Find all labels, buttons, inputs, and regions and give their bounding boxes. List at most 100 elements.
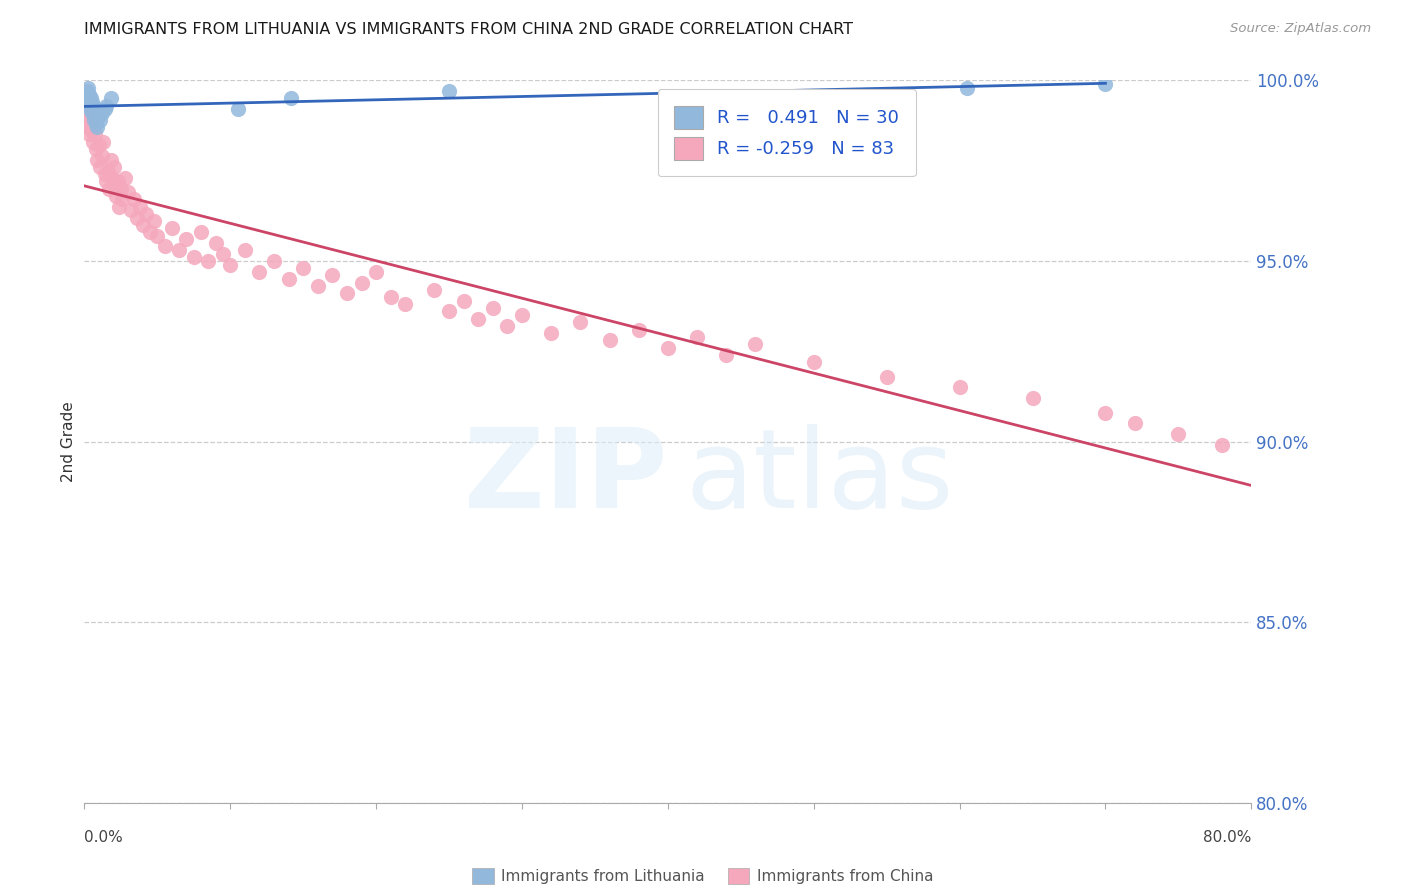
- Point: [135, 207, 157, 221]
- Point: [423, 283, 446, 297]
- Point: [94, 167, 117, 181]
- Point: [108, 200, 131, 214]
- Point: [336, 286, 359, 301]
- Point: [83, 128, 105, 142]
- Point: [249, 265, 271, 279]
- Point: [125, 211, 148, 225]
- Point: [83, 109, 105, 123]
- Legend: R =   0.491   N = 30, R = -0.259   N = 83: R = 0.491 N = 30, R = -0.259 N = 83: [658, 89, 915, 177]
- Y-axis label: 2nd Grade: 2nd Grade: [60, 401, 76, 482]
- Point: [76, 91, 98, 105]
- Point: [437, 304, 460, 318]
- Point: [75, 87, 97, 102]
- Point: [212, 246, 235, 260]
- Text: IMMIGRANTS FROM LITHUANIA VS IMMIGRANTS FROM CHINA 2ND GRADE CORRELATION CHART: IMMIGRANTS FROM LITHUANIA VS IMMIGRANTS …: [84, 22, 853, 37]
- Point: [744, 337, 766, 351]
- Point: [77, 80, 100, 95]
- Point: [100, 91, 122, 105]
- Point: [101, 170, 124, 185]
- Point: [167, 243, 190, 257]
- Point: [80, 102, 103, 116]
- Point: [183, 250, 205, 264]
- Point: [1021, 391, 1043, 405]
- Point: [75, 95, 97, 109]
- Point: [80, 105, 103, 120]
- Point: [657, 341, 679, 355]
- Point: [437, 84, 460, 98]
- Point: [366, 265, 388, 279]
- Point: [75, 109, 97, 123]
- Point: [76, 120, 98, 135]
- Point: [627, 322, 650, 336]
- Point: [263, 253, 285, 268]
- Point: [143, 214, 166, 228]
- Point: [153, 239, 176, 253]
- Point: [89, 160, 111, 174]
- Point: [111, 193, 134, 207]
- Point: [1123, 417, 1146, 431]
- Point: [204, 235, 226, 250]
- Point: [1094, 77, 1116, 91]
- Point: [1167, 427, 1189, 442]
- Point: [280, 91, 302, 105]
- Point: [84, 117, 107, 131]
- Point: [94, 102, 117, 116]
- Point: [110, 181, 132, 195]
- Point: [77, 98, 100, 112]
- Point: [97, 163, 120, 178]
- Point: [103, 160, 125, 174]
- Point: [107, 174, 129, 188]
- Point: [79, 87, 101, 102]
- Point: [128, 200, 150, 214]
- Point: [176, 232, 198, 246]
- Point: [79, 117, 101, 131]
- Text: 0.0%: 0.0%: [84, 830, 124, 845]
- Point: [496, 318, 519, 333]
- Point: [86, 153, 108, 167]
- Legend: Immigrants from Lithuania, Immigrants from China: Immigrants from Lithuania, Immigrants fr…: [472, 869, 934, 884]
- Point: [117, 186, 139, 200]
- Point: [876, 369, 898, 384]
- Text: ZIP: ZIP: [464, 425, 668, 531]
- Point: [77, 87, 100, 102]
- Point: [686, 330, 709, 344]
- Point: [77, 128, 100, 142]
- Point: [84, 142, 107, 156]
- Point: [79, 95, 101, 109]
- Point: [90, 105, 112, 120]
- Point: [350, 276, 373, 290]
- Point: [1094, 406, 1116, 420]
- Point: [380, 290, 402, 304]
- Point: [481, 301, 505, 315]
- Point: [321, 268, 343, 283]
- Point: [120, 203, 142, 218]
- Point: [98, 181, 121, 195]
- Point: [83, 113, 105, 128]
- Point: [716, 348, 738, 362]
- Point: [510, 308, 533, 322]
- Point: [394, 297, 416, 311]
- Point: [803, 355, 825, 369]
- Point: [949, 380, 972, 394]
- Point: [197, 253, 219, 268]
- Point: [226, 102, 249, 116]
- Point: [569, 315, 592, 329]
- Point: [87, 109, 110, 123]
- Point: [80, 124, 103, 138]
- Point: [76, 84, 98, 98]
- Point: [1211, 438, 1233, 452]
- Point: [86, 120, 108, 135]
- Point: [79, 102, 101, 116]
- Text: atlas: atlas: [685, 425, 953, 531]
- Point: [82, 98, 104, 112]
- Point: [599, 334, 621, 348]
- Text: Source: ZipAtlas.com: Source: ZipAtlas.com: [1230, 22, 1371, 36]
- Point: [87, 138, 110, 153]
- Point: [540, 326, 562, 340]
- Point: [114, 170, 136, 185]
- Point: [89, 113, 111, 128]
- Point: [82, 135, 104, 149]
- Point: [96, 98, 118, 112]
- Point: [307, 279, 329, 293]
- Point: [96, 174, 118, 188]
